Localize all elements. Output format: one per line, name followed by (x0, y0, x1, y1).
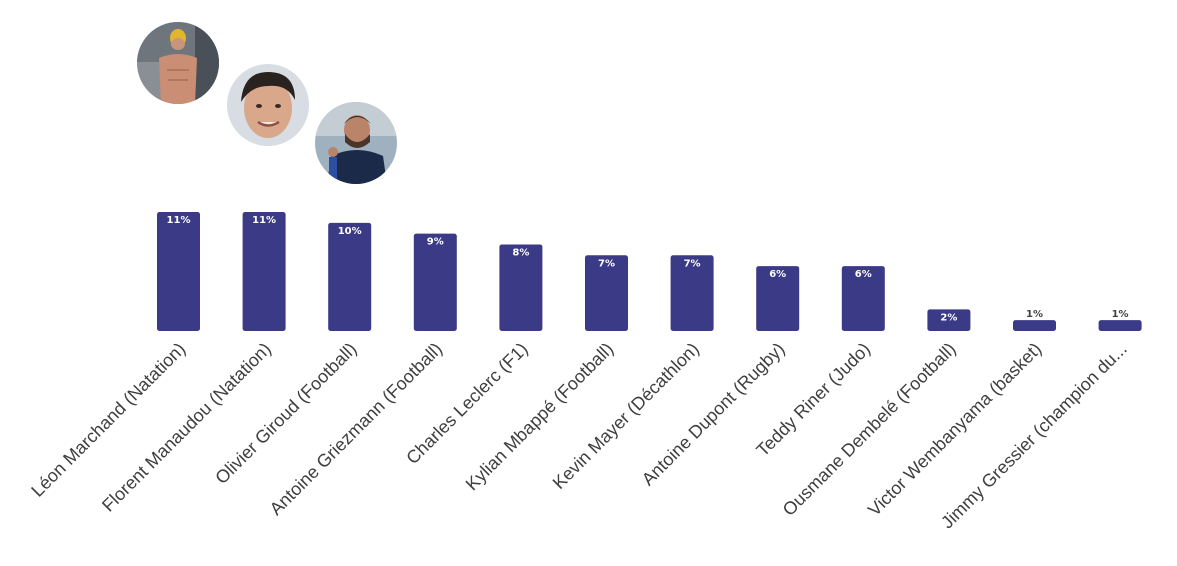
football-player-photo-icon (315, 102, 397, 184)
bar-11 (1098, 320, 1142, 331)
data-label-11: 1% (1112, 309, 1129, 320)
bar-2 (328, 222, 372, 331)
data-label-6: 7% (684, 258, 701, 269)
bar-3 (413, 233, 457, 331)
bar-1 (242, 212, 286, 331)
data-label-3: 9% (427, 237, 444, 248)
bar-0 (157, 212, 200, 331)
bar-4 (499, 244, 543, 331)
data-label-0: 11% (167, 215, 191, 226)
young-man-portrait-icon (227, 64, 309, 146)
bar-8 (841, 266, 885, 331)
data-label-1: 11% (252, 215, 276, 226)
bar-5 (585, 255, 628, 331)
bar-7 (756, 266, 800, 331)
data-label-4: 8% (512, 247, 529, 258)
category-label-7: Antoine Dupont (Rugby) (638, 339, 789, 490)
bar-9 (927, 309, 971, 331)
category-label-2: Olivier Giroud (Football) (211, 339, 360, 488)
data-label-8: 6% (855, 269, 872, 280)
swimmer-photo-icon (137, 22, 219, 104)
category-label-3: Antoine Griezmann (Football) (266, 339, 446, 519)
category-label-6: Kevin Mayer (Décathlon) (549, 339, 703, 493)
category-label-9: Ousmane Dembelé (Football) (779, 339, 960, 520)
category-label-1: Florent Manaudou (Natation) (98, 339, 275, 516)
data-label-9: 2% (940, 312, 957, 323)
data-label-2: 10% (338, 226, 362, 237)
bar-10 (1013, 320, 1056, 331)
category-label-10: Victor Wembanyama (basket) (864, 339, 1045, 520)
category-label-11: Jimmy Gressier (champion du... (937, 339, 1131, 533)
data-label-7: 6% (769, 269, 786, 280)
data-label-5: 7% (598, 258, 615, 269)
data-label-10: 1% (1026, 309, 1043, 320)
category-label-5: Kylian Mbappé (Football) (462, 339, 618, 495)
bar-6 (670, 255, 714, 331)
category-label-0: Léon Marchand (Natation) (27, 339, 189, 501)
